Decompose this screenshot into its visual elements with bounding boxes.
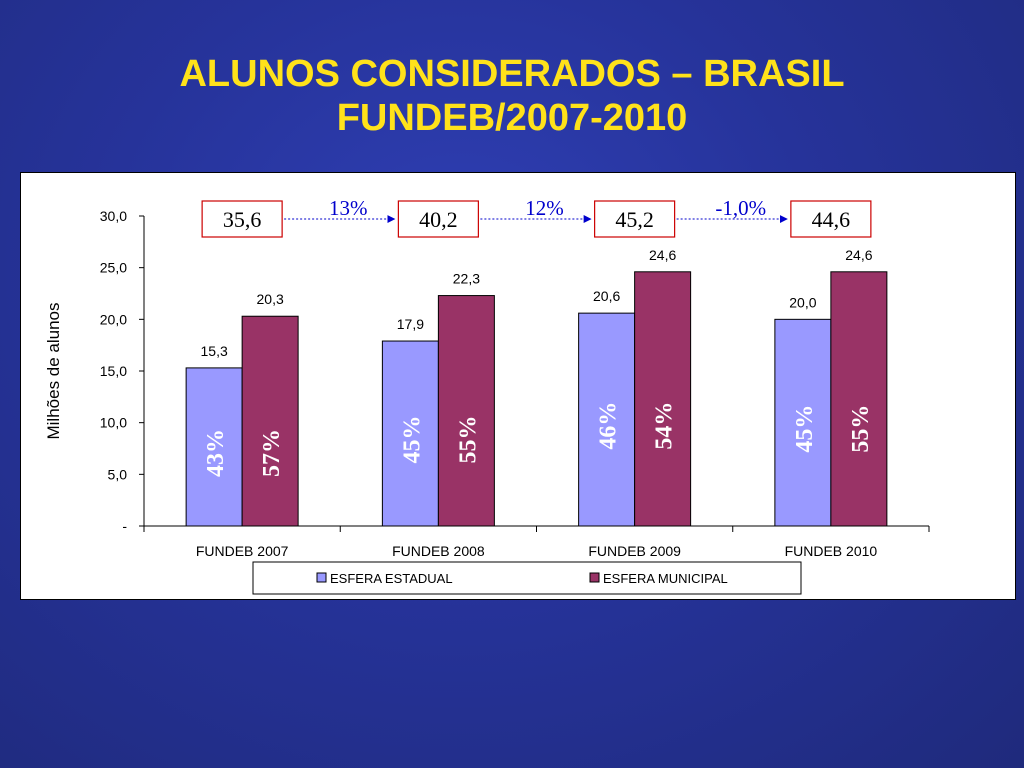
bar-municipal bbox=[830, 271, 888, 527]
bar-municipal bbox=[634, 271, 692, 527]
x-category-label: FUNDEB 2010 bbox=[785, 543, 878, 559]
title-line-1: ALUNOS CONSIDERADOS – BRASIL bbox=[179, 53, 845, 95]
bar-estadual bbox=[578, 312, 636, 527]
total-value: 44,6 bbox=[812, 207, 851, 232]
x-category-label: FUNDEB 2009 bbox=[588, 543, 681, 559]
growth-label: 13% bbox=[329, 196, 368, 220]
legend-box bbox=[252, 561, 802, 595]
legend-estadual-swatch bbox=[316, 572, 327, 583]
bar-municipal bbox=[437, 295, 495, 527]
share-label-estadual: 45% bbox=[792, 405, 818, 453]
share-label-estadual: 46% bbox=[596, 402, 622, 450]
value-label-estadual: 15,3 bbox=[201, 343, 228, 359]
x-category-label: FUNDEB 2007 bbox=[196, 543, 289, 559]
share-label-municipal: 54% bbox=[652, 402, 678, 450]
share-label-municipal: 55% bbox=[848, 405, 874, 453]
x-category-label: FUNDEB 2008 bbox=[392, 543, 485, 559]
y-tick-label: 15,0 bbox=[100, 363, 127, 379]
value-label-municipal: 22,3 bbox=[453, 271, 480, 287]
total-box bbox=[201, 200, 283, 238]
y-tick-label: 20,0 bbox=[100, 311, 127, 327]
total-box bbox=[397, 200, 479, 238]
total-value: 35,6 bbox=[223, 207, 262, 232]
y-axis-title: Milhões de alunos bbox=[44, 302, 63, 439]
share-label-municipal: 57% bbox=[259, 429, 285, 477]
growth-label: 12% bbox=[525, 196, 564, 220]
legend-estadual-label: ESFERA ESTADUAL bbox=[330, 571, 453, 586]
title-line-2: FUNDEB/2007-2010 bbox=[336, 97, 688, 139]
slide-title: ALUNOS CONSIDERADOS – BRASIL FUNDEB/2007… bbox=[0, 52, 1024, 140]
total-value: 45,2 bbox=[615, 207, 654, 232]
share-label-municipal: 55% bbox=[455, 416, 481, 464]
total-box bbox=[790, 200, 872, 238]
bar-estadual bbox=[774, 318, 832, 527]
chart-panel: - 5,0 10,0 15,0 20,0 25,0 30,0 Milhões de aluno… bbox=[20, 172, 1016, 600]
y-tick-label: 25,0 bbox=[100, 260, 127, 276]
bar-municipal bbox=[241, 315, 299, 527]
y-tick-label: - bbox=[122, 518, 127, 534]
value-label-estadual: 20,0 bbox=[789, 294, 816, 310]
bar-chart: - 5,0 10,0 15,0 20,0 25,0 30,0 Milhões de aluno… bbox=[44, 196, 930, 595]
value-label-municipal: 24,6 bbox=[649, 247, 676, 263]
y-tick-label: 10,0 bbox=[100, 415, 127, 431]
growth-label: -1,0% bbox=[715, 196, 766, 220]
y-tick-label: 30,0 bbox=[100, 208, 127, 224]
value-label-estadual: 17,9 bbox=[397, 316, 424, 332]
value-label-estadual: 20,6 bbox=[593, 288, 620, 304]
share-label-estadual: 45% bbox=[399, 416, 425, 464]
value-label-municipal: 20,3 bbox=[257, 291, 284, 307]
y-tick-label: 5,0 bbox=[108, 466, 128, 482]
bar-estadual bbox=[381, 340, 439, 527]
value-label-municipal: 24,6 bbox=[845, 247, 872, 263]
legend-municipal-swatch bbox=[589, 572, 600, 583]
legend-municipal-label: ESFERA MUNICIPAL bbox=[603, 571, 728, 586]
share-label-estadual: 43% bbox=[203, 429, 229, 477]
total-value: 40,2 bbox=[419, 207, 458, 232]
total-box bbox=[594, 200, 676, 238]
